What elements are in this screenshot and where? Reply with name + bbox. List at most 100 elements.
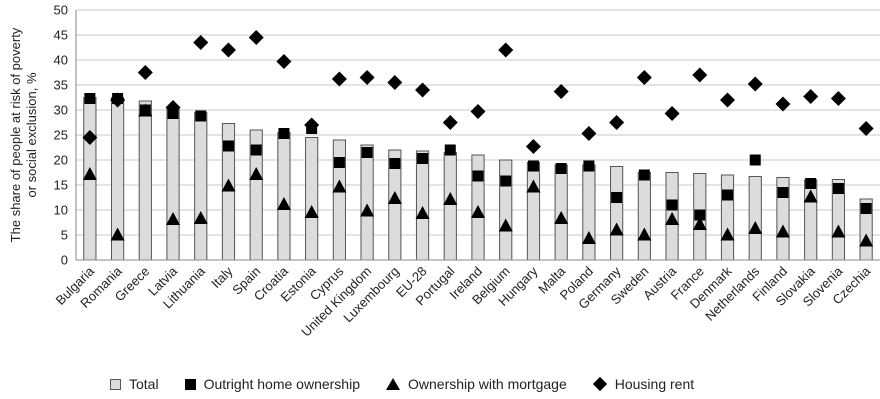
diamond-marker-poland: [581, 126, 597, 141]
triangle-marker-cyprus: [332, 179, 347, 193]
diamond-marker-greece: [137, 65, 153, 80]
y-axis-label-line-1: The share of people at risk of poverty: [8, 27, 23, 242]
bar-total-estonia: [305, 137, 319, 261]
square-marker-croatia: [278, 128, 290, 139]
legend-label-outright: Outright home ownership: [203, 376, 360, 392]
square-marker-spain: [250, 144, 262, 156]
y-tick-label-25: 25: [54, 128, 68, 143]
diamond-marker-eu-28: [415, 82, 431, 98]
y-tick-label-30: 30: [54, 103, 68, 118]
triangle-marker-bulgaria: [82, 167, 97, 180]
triangle-marker-malta: [554, 211, 569, 224]
y-tick-label-40: 40: [54, 53, 68, 68]
diamond-marker-spain: [248, 30, 264, 45]
triangle-marker-ireland: [471, 205, 485, 218]
diamond-marker-czechia: [858, 121, 874, 136]
square-marker-poland: [583, 160, 595, 172]
square-marker-sweden: [638, 169, 650, 181]
bar-total-sweden: [637, 172, 651, 261]
diamond-marker-croatia: [276, 54, 292, 69]
diamond-marker-belgium: [498, 42, 514, 58]
bar-total-eu-28: [415, 150, 430, 261]
diamond-marker-finland: [775, 96, 791, 112]
y-tick-labels: 0 5 10 15 20 25 30 35 40 45 50: [54, 3, 68, 268]
square-marker-slovenia: [832, 183, 844, 194]
y-tick-label-45: 45: [54, 28, 68, 43]
square-marker-france: [694, 209, 706, 221]
square-marker-netherlands: [749, 154, 761, 166]
square-marker-ireland: [472, 170, 484, 182]
square-marker-icon: [184, 378, 196, 390]
diamond-marker-slovakia: [803, 89, 819, 104]
bar-total-latvia: [166, 107, 180, 261]
triangle-marker-greece: [138, 103, 153, 117]
diamond-marker-hungary: [525, 139, 541, 154]
square-marker-finland: [777, 187, 789, 198]
diamond-marker-icon: [592, 376, 607, 392]
legend-label-mortgage: Ownership with mortgage: [408, 376, 567, 392]
legend: Total Outright home ownership Ownership …: [110, 376, 720, 392]
diamond-marker-germany: [609, 115, 625, 130]
triangle-marker-belgium: [498, 218, 513, 232]
triangle-marker-luxembourg: [387, 191, 402, 204]
y-tick-label-5: 5: [61, 228, 68, 243]
triangle-marker-slovakia: [803, 189, 818, 203]
y-tick-label-50: 50: [54, 3, 68, 18]
square-marker-austria: [666, 199, 678, 211]
square-marker-hungary: [527, 160, 539, 172]
y-tick-label-0: 0: [61, 253, 68, 268]
square-marker-denmark: [722, 189, 734, 201]
triangle-marker-croatia: [276, 197, 291, 210]
y-axis-label-line-2: or social exclusion, %: [24, 72, 39, 197]
bar-swatch-icon: [110, 378, 121, 390]
square-marker-lithuania: [195, 110, 207, 122]
triangle-marker-slovenia: [831, 224, 846, 238]
diamond-marker-france: [692, 67, 708, 83]
diamond-marker-cyprus: [331, 71, 347, 87]
bar-total-germany: [610, 166, 624, 261]
diamond-marker-bulgaria: [82, 130, 98, 145]
triangle-marker-eu-28: [415, 206, 430, 219]
square-marker-czechia: [860, 203, 872, 214]
diamond-marker-portugal: [442, 115, 458, 130]
triangle-marker-poland: [581, 231, 596, 244]
triangle-marker-lithuania: [193, 211, 208, 224]
legend-label-rent: Housing rent: [614, 376, 695, 392]
bar-total-belgium: [499, 159, 513, 261]
triangle-marker-romania: [110, 227, 125, 241]
bar-total-lithuania: [194, 112, 208, 261]
diamond-marker-latvia: [165, 100, 181, 115]
y-tick-label-15: 15: [54, 178, 68, 193]
legend-label-total: Total: [129, 376, 159, 392]
triangle-marker-denmark: [720, 227, 735, 241]
diamond-marker-lithuania: [193, 35, 209, 50]
square-marker-portugal: [444, 144, 456, 156]
diamond-marker-united-kingdom: [359, 70, 375, 85]
triangle-marker-sweden: [637, 227, 652, 241]
square-marker-malta: [555, 163, 567, 174]
diamond-marker-austria: [664, 106, 680, 121]
triangle-marker-czechia: [859, 233, 874, 247]
diamond-marker-ireland: [470, 104, 486, 119]
diamond-marker-luxembourg: [387, 75, 403, 90]
triangle-marker-france: [692, 217, 707, 230]
diamond-marker-sweden: [636, 70, 652, 85]
legend-item-outright: Outright home ownership: [184, 376, 360, 392]
diamond-marker-denmark: [720, 92, 736, 108]
triangle-marker-germany: [609, 222, 624, 236]
square-marker-luxembourg: [389, 158, 401, 169]
triangle-marker-finland: [775, 224, 790, 238]
square-marker-cyprus: [333, 157, 345, 168]
y-tick-label-20: 20: [54, 153, 68, 168]
triangle-marker-united-kingdom: [360, 203, 375, 217]
legend-item-total: Total: [110, 376, 159, 392]
diamond-marker-estonia: [304, 117, 320, 133]
y-tick-label-10: 10: [54, 203, 68, 218]
bar-total-croatia: [277, 132, 291, 261]
triangle-marker-austria: [665, 212, 680, 225]
legend-item-mortgage: Ownership with mortgage: [386, 376, 567, 392]
bar-total-greece: [138, 100, 152, 261]
axes: [75, 10, 880, 261]
y-tick-label-35: 35: [54, 78, 68, 93]
